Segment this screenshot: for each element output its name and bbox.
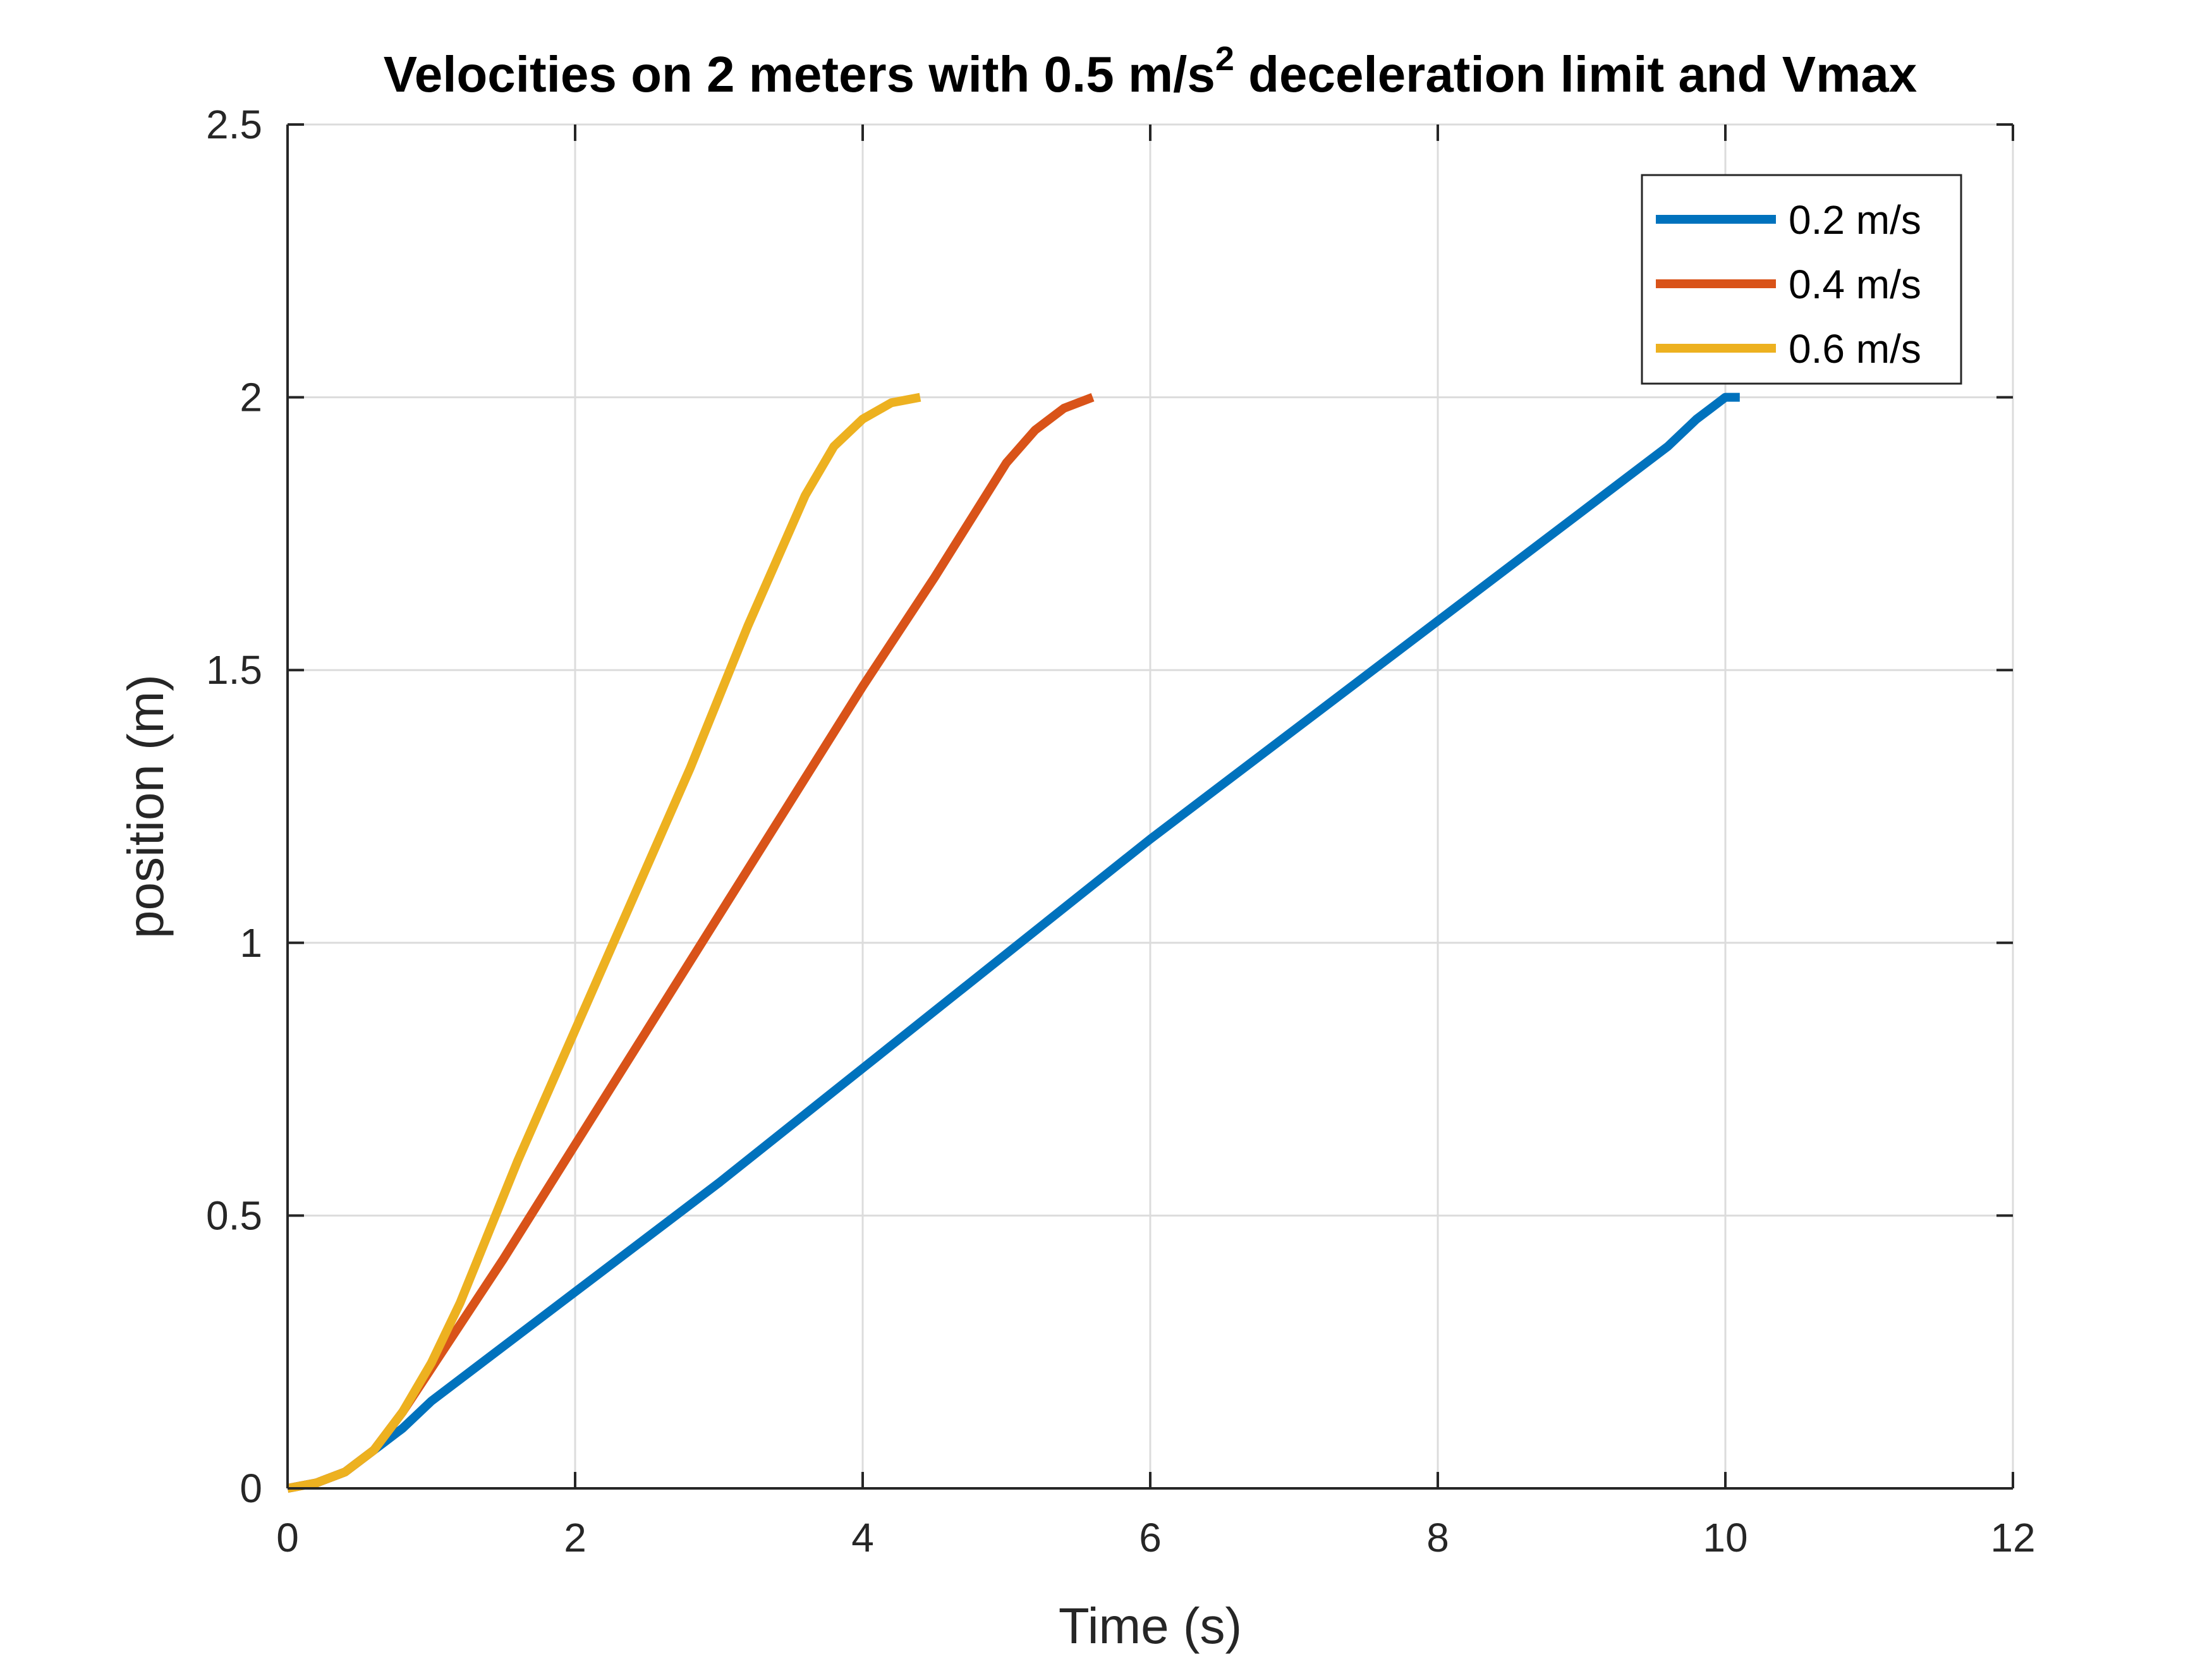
x-tick-label: 12 — [1990, 1515, 2035, 1560]
title-superscript: 2 — [1215, 40, 1234, 78]
x-tick-label: 0 — [276, 1515, 299, 1560]
axes — [286, 123, 2014, 1490]
legend-label-0-6-m-s: 0.6 m/s — [1789, 326, 1921, 372]
chart-title: Velocities on 2 meters with 0.5 m/s2 dec… — [384, 40, 1917, 102]
x-tick-label: 8 — [1426, 1515, 1449, 1560]
tick-labels: 0 2 4 6 8 10 12 0 0.5 1 1.5 2 2.5 — [206, 102, 2036, 1560]
x-tick-label: 2 — [564, 1515, 586, 1560]
x-tick-label: 4 — [851, 1515, 874, 1560]
title-rest: deceleration limit and Vmax — [1234, 46, 1917, 102]
x-tick-label: 6 — [1139, 1515, 1162, 1560]
y-tick-label: 2 — [240, 375, 262, 420]
title-main: Velocities on 2 meters with 0.5 m/s — [384, 46, 1215, 102]
series-layer — [286, 392, 1740, 1493]
y-tick-label: 0 — [240, 1466, 262, 1511]
legend-label-0-4-m-s: 0.4 m/s — [1789, 262, 1921, 307]
y-tick-label: 1.5 — [206, 647, 262, 693]
y-tick-label: 2.5 — [206, 102, 262, 147]
x-axis-label: Time (s) — [1059, 1598, 1242, 1654]
series-line-0-6-m-s — [286, 392, 921, 1493]
y-tick-label: 1 — [240, 920, 262, 966]
legend-label-0-2-m-s: 0.2 m/s — [1789, 197, 1921, 243]
x-tick-label: 10 — [1703, 1515, 1747, 1560]
legend: 0.2 m/s 0.4 m/s 0.6 m/s — [1641, 174, 1962, 385]
y-axis-label: position (m) — [118, 674, 174, 939]
y-tick-label: 0.5 — [206, 1193, 262, 1238]
